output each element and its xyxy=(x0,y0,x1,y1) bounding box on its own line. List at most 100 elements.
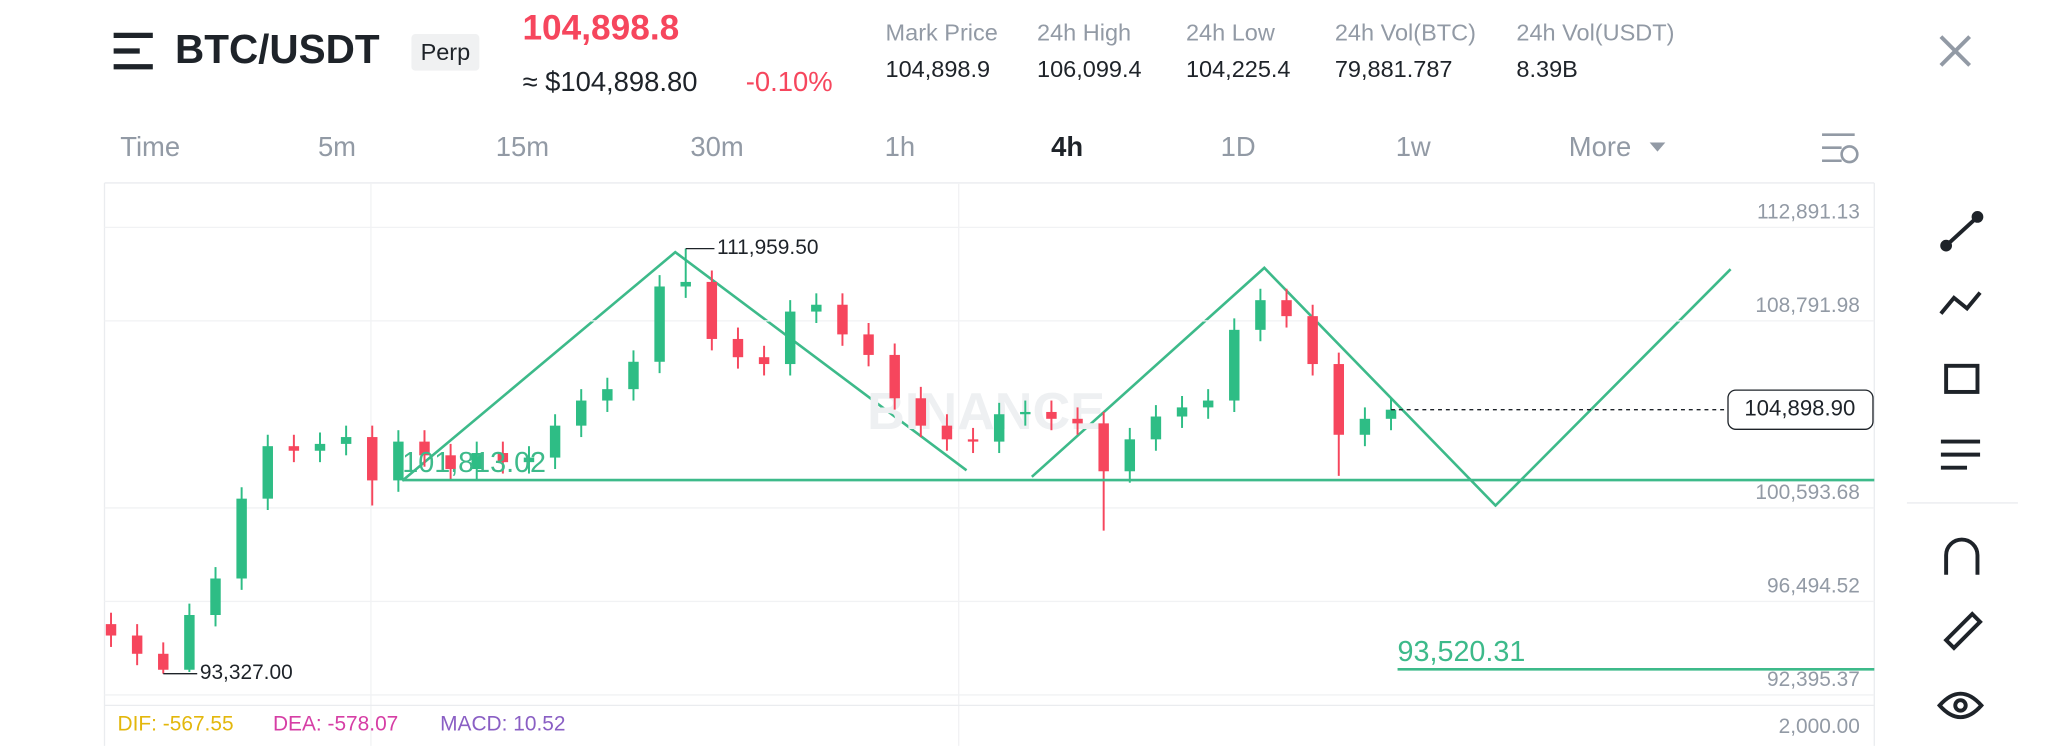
candle-body xyxy=(393,441,404,481)
timeframe-tab[interactable]: More xyxy=(1569,131,1631,162)
timeframe-tab[interactable]: 1h xyxy=(885,131,915,162)
candle-body xyxy=(131,635,143,654)
candle-body xyxy=(941,425,953,440)
candle-body xyxy=(1333,364,1344,435)
stat-label: 24h Low xyxy=(1186,19,1276,45)
badge: Perp xyxy=(421,39,471,65)
timeframe-tab[interactable]: 1w xyxy=(1396,131,1431,162)
candle-body xyxy=(889,354,900,399)
candle-body xyxy=(184,614,195,670)
stat-value: 106,099.4 xyxy=(1037,56,1142,82)
candle-body xyxy=(1072,418,1083,424)
shape-tool[interactable] xyxy=(1944,363,1980,394)
y-tick-label: 100,593.68 xyxy=(1755,481,1859,504)
stat-label: 24h High xyxy=(1037,19,1131,45)
macd-dea: DEA: -578.07 xyxy=(273,713,398,736)
change: -0.10% xyxy=(746,66,833,97)
timeframe-tab[interactable]: 1D xyxy=(1221,131,1256,162)
current-price-box xyxy=(1727,389,1874,430)
candle-body xyxy=(706,281,718,339)
timeframe-tab[interactable]: 5m xyxy=(318,131,356,162)
y-tick-label: 92,395.37 xyxy=(1767,668,1860,691)
symbol: BTC/USDT xyxy=(175,26,380,72)
candle-body xyxy=(471,453,482,469)
toolbar xyxy=(1906,211,2018,720)
timeframe-tab[interactable]: 30m xyxy=(690,131,743,162)
candle-body xyxy=(288,446,300,451)
stat-label: 24h Vol(BTC) xyxy=(1335,19,1476,45)
candle-body xyxy=(654,286,665,362)
candle-body xyxy=(1385,409,1397,419)
candle-body xyxy=(1098,423,1109,472)
last-price: 104,898.8 xyxy=(522,8,679,47)
stat-value: 8.39B xyxy=(1516,56,1577,82)
candle-body xyxy=(680,281,691,287)
timeframe-tab[interactable]: Time xyxy=(120,131,180,162)
watermark: BINANCE xyxy=(867,383,1105,441)
candle-body xyxy=(262,446,273,499)
pattern-line xyxy=(1030,266,1732,508)
candle-body xyxy=(1281,300,1292,317)
candle-body xyxy=(576,400,587,426)
candle-body xyxy=(236,498,247,579)
usd-price: ≈ $104,898.80 xyxy=(522,66,697,97)
candle-body xyxy=(340,437,352,444)
candle-body xyxy=(967,439,979,442)
candle-body xyxy=(1176,407,1188,417)
candle-body xyxy=(915,398,927,426)
candle-body xyxy=(1020,411,1031,415)
pattern-line xyxy=(401,250,968,482)
candle-body xyxy=(1150,416,1162,440)
candle-body xyxy=(158,653,169,670)
candle-body xyxy=(1046,411,1057,419)
candle-body xyxy=(758,357,770,365)
candle-body xyxy=(1255,300,1266,330)
candle-body xyxy=(497,453,509,463)
eye-tool[interactable] xyxy=(1936,691,1985,720)
candle-body xyxy=(628,361,639,390)
y-tick-label: 112,891.13 xyxy=(1757,201,1860,224)
candle-body xyxy=(863,334,874,355)
candle-body xyxy=(732,338,744,358)
candle-body xyxy=(1124,439,1136,472)
candle-body xyxy=(1359,418,1371,435)
stat-label: 24h Vol(USDT) xyxy=(1516,19,1674,45)
candle-body xyxy=(523,457,535,463)
candle-body xyxy=(1202,400,1214,408)
menu-icon[interactable] xyxy=(113,32,153,70)
settings-icon[interactable] xyxy=(1822,133,1859,164)
candle-body xyxy=(602,389,613,401)
current-price-label: 104,898.90 xyxy=(1744,396,1855,421)
high-marker-label: 111,959.50 xyxy=(717,236,818,259)
candle-body xyxy=(784,311,796,365)
macd-dif: DIF: -567.55 xyxy=(118,713,234,736)
drawings xyxy=(401,250,1732,508)
level-label: 101,813.02 xyxy=(402,447,546,479)
stat-label: Mark Price xyxy=(886,19,998,45)
macd-value: MACD: 10.52 xyxy=(440,713,565,736)
magnet-tool[interactable] xyxy=(1944,537,1980,575)
dropdown-arrow xyxy=(1649,142,1666,152)
timeframe-tab[interactable]: 15m xyxy=(496,131,549,162)
wave-tool[interactable] xyxy=(1939,291,1982,315)
low-marker-label: 93,327.00 xyxy=(200,661,293,684)
stat-value: 79,881.787 xyxy=(1335,56,1453,82)
candle-body xyxy=(811,304,822,312)
candle-body xyxy=(445,455,456,469)
timeframe-tab[interactable]: 4h xyxy=(1051,131,1083,162)
y-tick-label: 96,494.52 xyxy=(1767,575,1860,598)
pen-tool[interactable] xyxy=(1943,611,1983,651)
close-button[interactable] xyxy=(1939,35,1972,67)
fib-tool[interactable] xyxy=(1940,439,1981,470)
trend-line-tool[interactable] xyxy=(1940,211,1984,252)
candle-body xyxy=(419,441,430,456)
candle-body xyxy=(549,425,561,458)
candle-body xyxy=(993,414,1005,442)
candle-body xyxy=(1229,329,1240,401)
y-tick-label: 108,791.98 xyxy=(1755,294,1859,317)
badge-bg xyxy=(411,34,480,71)
stat-value: 104,225.4 xyxy=(1186,56,1291,82)
candle-body xyxy=(367,437,378,481)
